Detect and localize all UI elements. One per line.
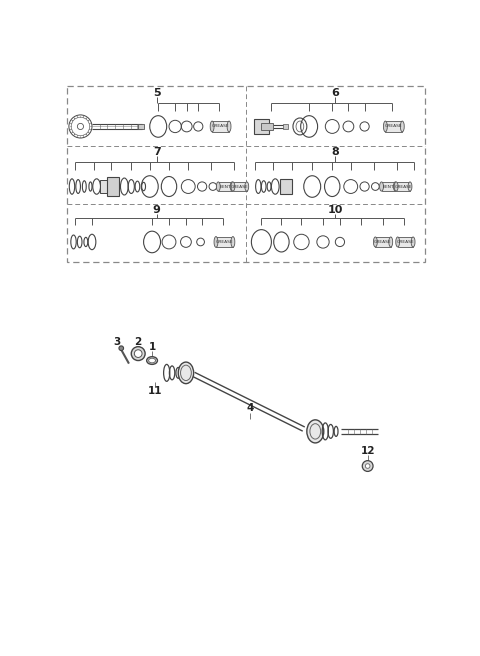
Bar: [216, 237, 233, 247]
Ellipse shape: [149, 358, 156, 363]
Text: GREASE: GREASE: [374, 240, 392, 244]
Ellipse shape: [394, 182, 397, 191]
Text: BENT: BENT: [219, 184, 231, 188]
Bar: [100, 180, 114, 193]
Ellipse shape: [394, 182, 398, 191]
Bar: [385, 121, 402, 132]
Ellipse shape: [400, 121, 404, 132]
Ellipse shape: [231, 237, 235, 247]
Text: 1: 1: [148, 342, 156, 352]
Text: GREASE: GREASE: [212, 125, 229, 129]
Text: GREASE: GREASE: [394, 184, 412, 188]
Text: 11: 11: [148, 386, 162, 396]
Text: GREASE: GREASE: [216, 240, 233, 244]
Ellipse shape: [214, 237, 218, 247]
Circle shape: [119, 346, 123, 350]
Circle shape: [362, 461, 373, 472]
Ellipse shape: [411, 237, 415, 247]
Ellipse shape: [380, 182, 384, 191]
Circle shape: [134, 350, 142, 358]
Bar: [375, 237, 391, 247]
Ellipse shape: [245, 182, 249, 191]
Ellipse shape: [231, 182, 235, 191]
Text: 3: 3: [113, 337, 120, 347]
Ellipse shape: [227, 121, 231, 132]
Ellipse shape: [147, 357, 157, 364]
Text: 8: 8: [332, 147, 339, 157]
Bar: [218, 182, 232, 191]
Ellipse shape: [396, 237, 400, 247]
Text: GREASE: GREASE: [385, 125, 403, 129]
Bar: [212, 121, 229, 132]
Text: GREASE: GREASE: [396, 240, 414, 244]
Bar: [67, 87, 425, 262]
Bar: [283, 124, 288, 129]
Text: GREASE: GREASE: [231, 184, 249, 188]
Text: 9: 9: [153, 205, 161, 215]
Bar: [108, 177, 119, 195]
Bar: [396, 182, 410, 191]
Bar: [138, 124, 144, 129]
Text: 4: 4: [246, 403, 253, 413]
Text: 6: 6: [331, 88, 339, 98]
Ellipse shape: [210, 121, 214, 132]
Circle shape: [365, 464, 370, 468]
Text: BENT: BENT: [383, 184, 394, 188]
Ellipse shape: [408, 182, 412, 191]
Text: 7: 7: [153, 147, 160, 157]
Circle shape: [131, 346, 145, 361]
Bar: [233, 182, 247, 191]
Bar: [280, 179, 292, 194]
Ellipse shape: [178, 362, 193, 384]
Ellipse shape: [230, 182, 234, 191]
Bar: [398, 237, 413, 247]
Ellipse shape: [307, 420, 324, 443]
Text: 12: 12: [360, 445, 375, 456]
Bar: [262, 123, 273, 131]
Text: 5: 5: [153, 88, 160, 98]
Text: 10: 10: [328, 205, 343, 215]
Ellipse shape: [389, 237, 393, 247]
Ellipse shape: [373, 237, 377, 247]
Text: 2: 2: [134, 337, 142, 347]
Bar: [382, 182, 396, 191]
Ellipse shape: [384, 121, 387, 132]
Ellipse shape: [216, 182, 220, 191]
Bar: [254, 119, 269, 134]
